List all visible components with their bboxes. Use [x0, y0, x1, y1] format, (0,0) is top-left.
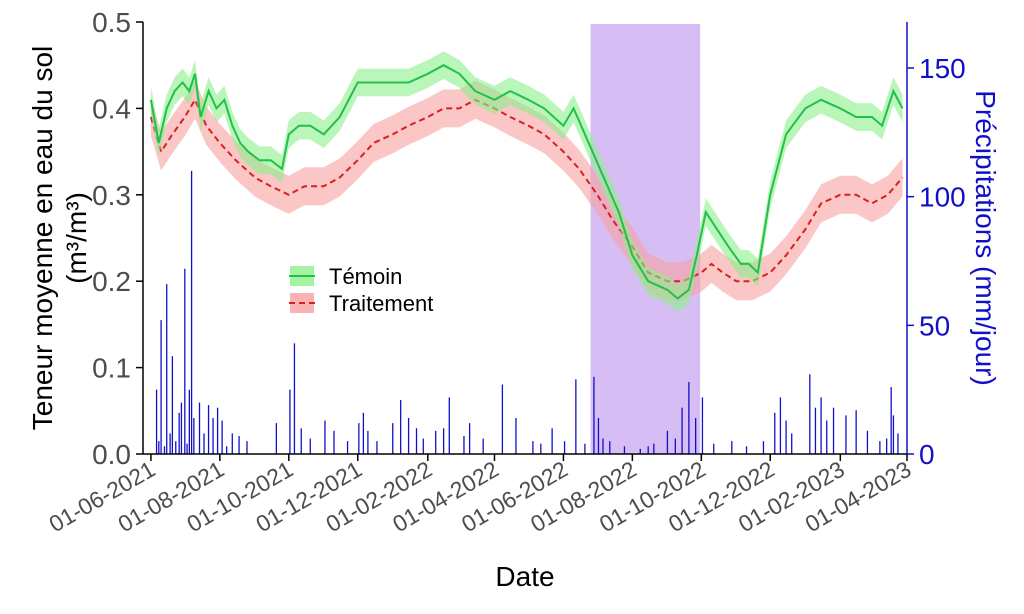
traitement-band [150, 80, 903, 301]
legend-traitement-label: Traitement [329, 291, 433, 316]
legend-temoin-label: Témoin [329, 264, 402, 289]
y2-tick-label: 100 [919, 182, 966, 213]
y-axis-title-line1: Teneur moyenne en eau du sol [27, 46, 58, 431]
highlight-period [590, 24, 701, 454]
y-tick-label: 0.3 [92, 180, 131, 211]
x-ticks: 01-06-202101-08-202101-10-202101-12-2021… [45, 454, 916, 537]
y-tick-label: 0.2 [92, 266, 131, 297]
y2-tick-label: 150 [919, 53, 966, 84]
precipitation-bars [155, 170, 899, 454]
y-tick-label: 0.1 [92, 353, 131, 384]
y-axis-title-line2: (m³/m³) [61, 192, 92, 284]
y2-tick-label: 0 [919, 439, 935, 470]
traitement-line [149, 97, 904, 283]
series-group [149, 51, 904, 313]
y2-tick-label: 50 [919, 310, 950, 341]
x-axis-title: Date [495, 561, 554, 592]
y-ticks-left: 0.0 0.1 0.2 0.3 0.4 0.5 [92, 7, 143, 470]
y-tick-label: 0.5 [92, 7, 131, 38]
y-ticks-right: 0 50 100 150 [907, 53, 966, 470]
y2-axis-title: Précipitations (mm/jour) [970, 90, 1001, 386]
legend: Témoin Traitement [289, 264, 433, 316]
y-tick-label: 0.4 [92, 93, 131, 124]
y-tick-label: 0.0 [92, 439, 131, 470]
temoin-line [149, 64, 904, 300]
